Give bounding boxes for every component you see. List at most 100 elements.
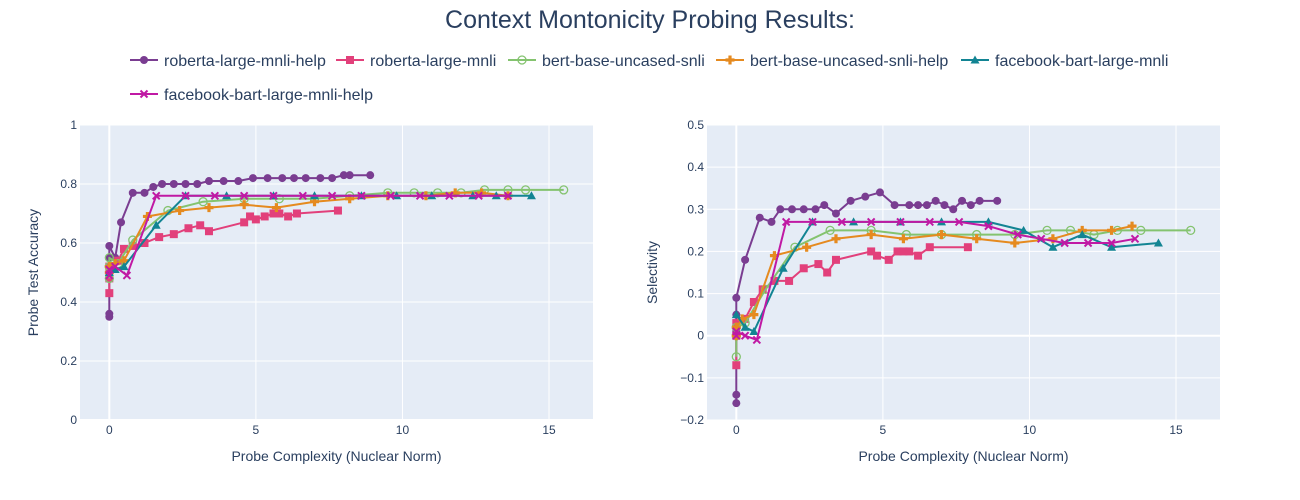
data-point [975,196,984,205]
data-point [949,205,958,214]
data-point [301,174,310,183]
data-point [204,203,214,213]
y-tick-label: 0.2 [687,244,704,258]
data-point [278,174,287,183]
x-axis-title: Probe Complexity (Nuclear Norm) [858,448,1068,464]
data-point [808,217,817,227]
data-point [732,293,741,302]
legend-label: bert-base-uncased-snli [542,53,705,70]
y-tick-label: 0 [697,329,704,343]
data-point [1048,242,1058,251]
data-point [155,233,164,242]
data-point [940,201,949,210]
y-tick-label: −0.1 [680,371,704,385]
data-point [122,271,132,280]
legend-item[interactable]: bert-base-uncased-snli-help [716,53,948,70]
data-point [752,335,762,345]
data-point [240,218,249,227]
legend-label: roberta-large-mnli [370,53,496,70]
data-point [269,191,278,201]
data-point [119,256,129,266]
y-tick-label: 0.4 [60,295,77,309]
data-point [1042,225,1052,236]
legend-item[interactable]: roberta-large-mnli-help [130,53,326,70]
data-point [520,185,531,195]
data-point [749,327,759,335]
data-point [749,298,758,306]
data-point [966,201,975,210]
data-point [778,263,788,272]
data-point [823,268,832,277]
legend-marker [140,56,148,64]
data-point [837,217,847,227]
legend-item[interactable]: facebook-bart-large-mnli [961,53,1168,70]
data-point [898,234,908,244]
data-point [846,196,855,205]
data-point [1127,221,1137,231]
data-point [263,174,272,183]
legend-item[interactable]: roberta-large-mnli [336,53,496,70]
data-point [866,217,876,227]
data-point [526,191,536,200]
data-point [269,209,278,218]
data-point [1013,230,1022,239]
x-axis-title: Probe Complexity (Nuclear Norm) [231,448,441,464]
x-tick-label: 15 [542,423,556,437]
plot-background [80,125,593,420]
data-point [769,251,779,261]
y-tick-label: 0.3 [687,202,704,216]
data-point [905,201,914,210]
data-point [1107,225,1117,235]
data-point [873,251,882,260]
data-point [937,230,947,240]
data-point [814,260,823,269]
legend-item[interactable]: facebook-bart-large-mnli-help [130,87,373,104]
data-point [1186,225,1196,236]
legend-marker [725,55,735,65]
data-point [1010,238,1020,248]
data-point [875,188,884,197]
data-point [140,239,149,247]
data-point [993,196,1002,205]
data-point [175,206,185,216]
x-tick-label: 10 [1023,423,1037,437]
y-axis-title: Selectivity [644,241,660,304]
data-point [914,201,923,210]
y-tick-label: 0.4 [687,160,704,174]
data-point [788,205,797,214]
data-point [740,331,750,340]
legend-marker [970,55,980,64]
legend-item[interactable]: bert-base-uncased-snli [508,53,705,70]
data-point [914,251,923,260]
x-tick-label: 5 [253,423,260,437]
data-point [893,247,902,256]
data-point [128,188,137,197]
data-point [1048,234,1058,244]
data-point [184,224,193,233]
series-roberta-large-mnli-help [105,171,375,321]
data-point [731,352,741,362]
y-tick-label: 0.5 [687,118,704,132]
data-point [1060,238,1069,248]
data-point [110,262,120,271]
data-point [1077,230,1087,239]
data-point [114,256,123,265]
legend-label: bert-base-uncased-snli-help [750,53,948,70]
data-point [559,185,569,195]
x-tick-label: 10 [396,423,410,437]
data-point [1107,242,1117,251]
data-point [289,174,298,183]
data-point [169,180,178,188]
data-point [204,177,213,186]
y-tick-label: 0 [70,413,77,427]
data-point [896,217,905,227]
data-point [1130,234,1140,243]
data-point [158,180,167,188]
data-point [741,255,750,264]
data-point [105,289,114,298]
y-tick-label: 0.6 [60,236,77,250]
data-point [931,196,940,205]
data-point [169,230,178,239]
data-point [239,200,249,210]
x-tick-label: 15 [1169,423,1183,437]
